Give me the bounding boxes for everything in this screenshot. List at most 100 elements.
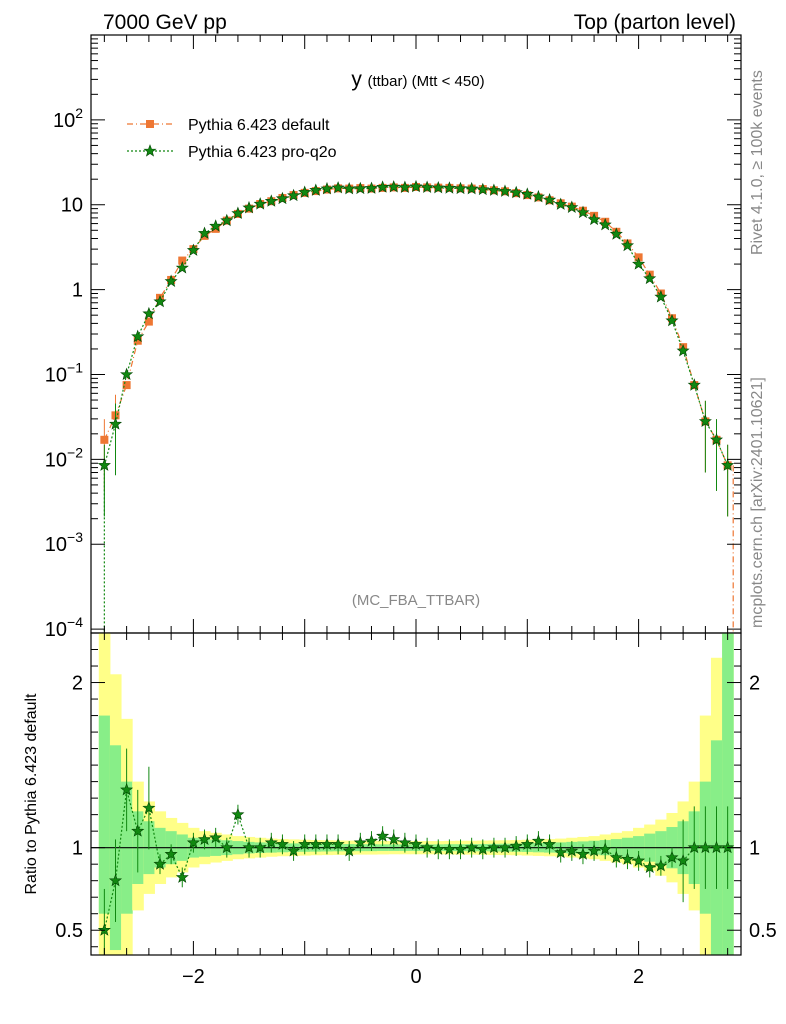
data-point-proq2o: [131, 329, 145, 343]
legend-label-default: Pythia 6.423 default: [188, 117, 330, 134]
data-point-proq2o: [453, 181, 468, 195]
ratio-point: [654, 858, 668, 872]
ratio-point: [587, 844, 601, 857]
data-point-proq2o: [465, 181, 479, 195]
data-point-default: [144, 317, 153, 326]
ratio-bands-layer: [91, 633, 741, 955]
legend-label-proq2o: Pythia 6.423 pro-q2o: [188, 144, 337, 161]
data-point-proq2o: [709, 432, 724, 446]
data-point-proq2o: [587, 212, 601, 226]
data-point-proq2o: [609, 227, 623, 240]
ratio-point: [242, 840, 256, 854]
data-point-proq2o: [698, 414, 712, 428]
ratio-point: [442, 842, 456, 855]
plot-title: y (ttbar) (Mtt < 450): [351, 68, 484, 91]
ratio-y-tick-label-right: 1: [749, 838, 760, 860]
data-point-proq2o: [565, 200, 579, 214]
series-line-default: [103, 186, 729, 466]
ratio-point: [353, 835, 367, 849]
ratio-point: [531, 834, 545, 847]
main-y-tick-label: 102: [53, 105, 83, 132]
main-y-tick-label: 10−2: [45, 444, 83, 471]
ratio-axis-ticks: [91, 633, 741, 955]
data-point-proq2o: [554, 197, 568, 210]
ratio-y-tick-labels: 0.5 0.5 1 1 2 2: [55, 673, 777, 943]
data-point-proq2o: [420, 180, 434, 194]
ratio-point: [676, 854, 690, 867]
main-axis-ticks: [91, 35, 741, 633]
ratio-point: [665, 850, 679, 864]
ratio-point: [709, 840, 724, 854]
data-point-proq2o: [620, 238, 635, 252]
data-point-proq2o: [120, 367, 134, 380]
ratio-point: [120, 783, 134, 796]
data-point-proq2o: [543, 193, 557, 206]
ratio-point: [186, 835, 200, 849]
data-point-default: [100, 435, 109, 444]
ratio-point: [420, 840, 434, 854]
x-tick-label: 2: [633, 966, 644, 988]
ratio-point: [197, 832, 212, 846]
ratio-point: [487, 840, 501, 854]
data-point-proq2o: [298, 185, 312, 198]
ratio-y-axis-label: Ratio to Pythia 6.423 default: [23, 693, 40, 895]
ratio-plot-frame: [90, 632, 742, 956]
ratio-point: [209, 830, 223, 844]
data-point-default: [122, 381, 131, 390]
ratio-band-inner: [98, 715, 111, 914]
ratio-point: [598, 842, 612, 855]
ratio-point: [576, 847, 590, 860]
energy-label: 7000 GeV pp: [103, 11, 227, 34]
ratio-point: [453, 842, 468, 855]
ratio-point: [398, 835, 412, 849]
x-tick-label: 0: [410, 966, 421, 988]
ratio-point: [609, 850, 623, 864]
ratio-point: [175, 870, 189, 883]
data-point-proq2o: [687, 378, 701, 391]
data-point-proq2o: [209, 219, 223, 232]
ratio-point: [275, 837, 289, 850]
main-y-tick-labels: 10−4 10−3 10−2 10−1 1 10 102: [45, 105, 83, 641]
ratio-point: [387, 832, 401, 846]
data-point-proq2o: [108, 417, 123, 430]
data-point-default: [178, 256, 187, 265]
ratio-point: [632, 854, 646, 867]
data-point-proq2o: [431, 181, 445, 194]
data-point-proq2o: [320, 181, 334, 195]
ratio-series-layer: [97, 748, 735, 955]
legend-marker-default: [146, 120, 154, 128]
ratio-point: [554, 845, 568, 859]
ratio-y-tick-label-right: 2: [749, 673, 760, 695]
ratio-point: [153, 857, 167, 870]
data-point-proq2o: [509, 185, 523, 199]
legend: Pythia 6.423 default Pythia 6.423 pro-q2…: [127, 117, 337, 161]
data-point-proq2o: [654, 290, 668, 303]
ratio-y-tick-label-left: 1: [72, 838, 83, 860]
ratio-point: [620, 852, 635, 865]
data-point-proq2o: [387, 180, 401, 193]
data-point-proq2o: [476, 182, 490, 196]
data-point-proq2o: [487, 183, 501, 196]
data-point-proq2o: [353, 181, 367, 195]
data-point-proq2o: [520, 187, 534, 200]
ratio-point: [431, 842, 445, 855]
ratio-point: [543, 837, 557, 850]
data-point-proq2o: [231, 206, 245, 219]
ratio-point: [142, 801, 156, 814]
ratio-plot: 0.5 0.5 1 1 2 2 −2 0 2 Ratio to Pythia 6.423 de…: [23, 632, 777, 988]
data-point-proq2o: [197, 226, 212, 239]
main-y-tick-label: 1: [72, 280, 83, 302]
ratio-y-tick-label-right: 0.5: [749, 920, 777, 942]
ratio-point: [298, 837, 312, 850]
legend-entry-proq2o: Pythia 6.423 pro-q2o: [127, 144, 337, 161]
ratio-point: [131, 824, 145, 837]
ratio-point: [476, 842, 490, 855]
data-point-proq2o: [331, 181, 345, 194]
data-point-proq2o: [153, 294, 167, 308]
data-point-proq2o: [175, 261, 189, 274]
data-point-proq2o: [264, 194, 278, 207]
rivet-version-label: Rivet 4.1.0, ≥ 100k events: [749, 70, 766, 255]
ratio-point: [309, 837, 323, 850]
data-point-proq2o: [309, 183, 323, 196]
